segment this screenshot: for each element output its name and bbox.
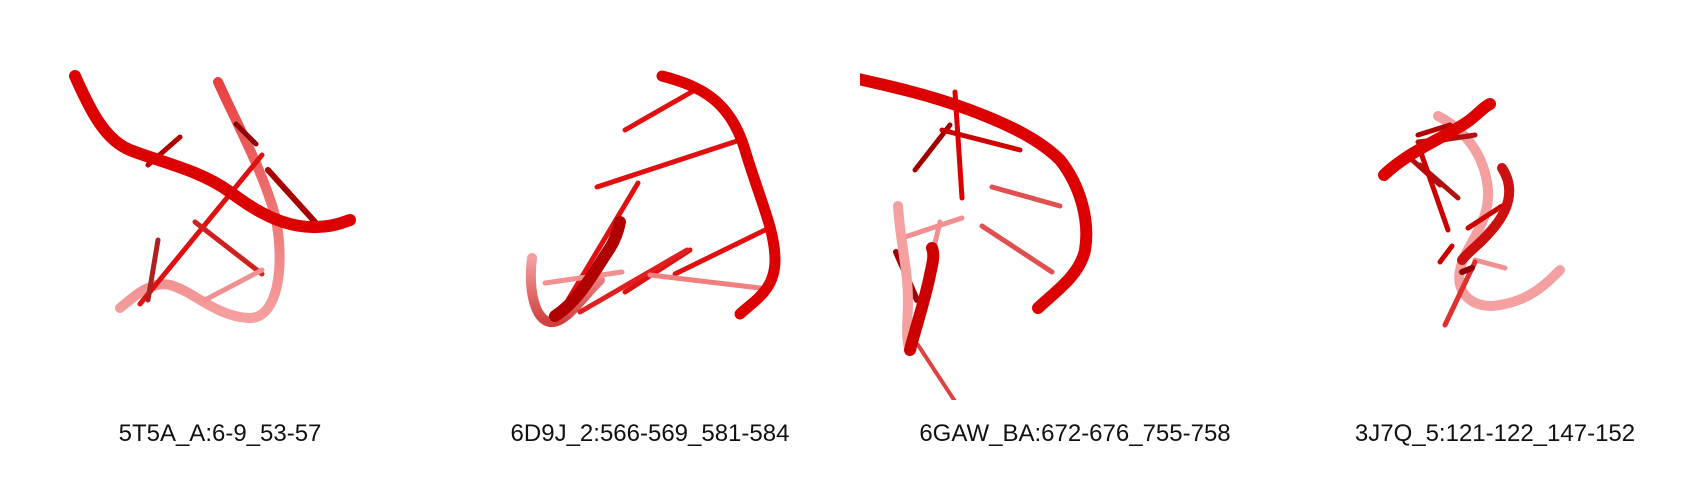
- structure-panel-1: 5T5A_A:6-9_53-57: [0, 0, 440, 480]
- structure-label-2: 6D9J_2:566-569_581-584: [510, 420, 790, 447]
- structure-label-3: 6GAW_BA:672-676_755-758: [919, 420, 1231, 447]
- rna-structure-render-1: [69, 70, 356, 323]
- rna-structure-render-3: [860, 73, 1093, 400]
- rna-structure-render-4: [1378, 98, 1565, 328]
- structure-panel-2: 6D9J_2:566-569_581-584: [440, 0, 860, 480]
- rna-structure-render-2: [525, 70, 781, 327]
- structure-panel-3: 6GAW_BA:672-676_755-758: [860, 0, 1290, 480]
- structure-label-1: 5T5A_A:6-9_53-57: [118, 420, 322, 447]
- structure-label-4: 3J7Q_5:121-122_147-152: [1354, 420, 1636, 447]
- structure-panel-4: 3J7Q_5:121-122_147-152: [1290, 0, 1700, 480]
